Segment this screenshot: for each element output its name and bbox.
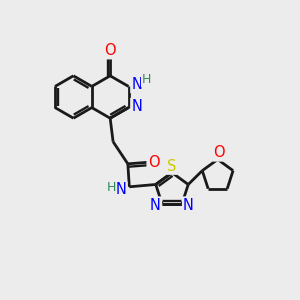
Text: H: H [142, 74, 151, 86]
Text: O: O [104, 43, 116, 58]
Text: S: S [167, 159, 177, 174]
Text: N: N [131, 99, 142, 114]
Text: O: O [148, 155, 159, 170]
Text: N: N [150, 197, 161, 212]
Text: N: N [183, 197, 194, 212]
Text: O: O [213, 146, 225, 160]
Text: H: H [107, 181, 116, 194]
Text: N: N [116, 182, 127, 197]
Text: N: N [131, 77, 142, 92]
